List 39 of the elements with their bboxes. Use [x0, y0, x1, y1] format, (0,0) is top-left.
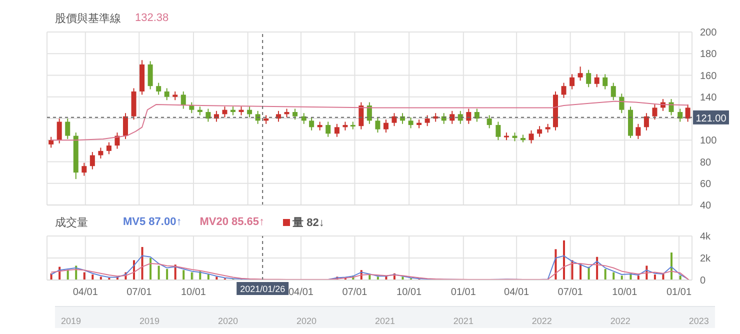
x-tick-label: 10/01: [396, 287, 422, 298]
text: 2022: [609, 316, 632, 326]
ref-line-label: 121.00: [696, 113, 727, 124]
y-tick-label: 40: [700, 200, 712, 212]
chart-title: 成交量: [55, 216, 89, 230]
chart-title: 股價與基準線: [55, 12, 121, 26]
y-tick-label: 140: [700, 92, 718, 104]
y-tick-label: 0: [700, 276, 706, 287]
x-tick-label: 10/01: [612, 287, 638, 298]
x-tick-label: 07/01: [342, 287, 368, 298]
text: 2021: [452, 316, 474, 326]
y-tick-label: 180: [700, 49, 718, 60]
x-tick-label: 07/01: [126, 287, 152, 298]
text: 2023: [688, 316, 710, 326]
x-tick-label: 10/01: [180, 287, 206, 298]
y-tick-label: 100: [700, 136, 718, 147]
x-tick-label: 01/01: [666, 287, 692, 298]
text: 2020: [295, 316, 318, 326]
ref-line-label: 2021/01/26: [240, 284, 286, 294]
y-tick-label: 200: [700, 28, 718, 39]
text: 2021: [374, 316, 396, 326]
y-tick-label: 160: [700, 70, 718, 82]
text: MV5 87.00↑: [123, 216, 182, 228]
text: 2019: [138, 316, 161, 326]
text: 2022: [530, 316, 553, 326]
x-tick-label: 01/01: [450, 287, 476, 298]
x-tick-label: 04/01: [72, 287, 98, 298]
y-tick-label: 60: [700, 178, 712, 190]
text: 2020: [216, 316, 239, 326]
x-tick-label: 04/01: [288, 287, 314, 298]
text: MV20 85.65↑: [200, 216, 265, 228]
text: 132.38: [135, 12, 169, 24]
x-tick-label: 04/01: [504, 287, 530, 298]
y-tick-label: 4k: [700, 232, 712, 243]
y-tick-label: 80: [700, 157, 712, 168]
legend-label: 量 82↓: [292, 216, 324, 230]
y-tick-label: 2k: [700, 254, 712, 265]
text: 2019: [60, 316, 82, 326]
x-tick-label: 07/01: [558, 287, 584, 298]
